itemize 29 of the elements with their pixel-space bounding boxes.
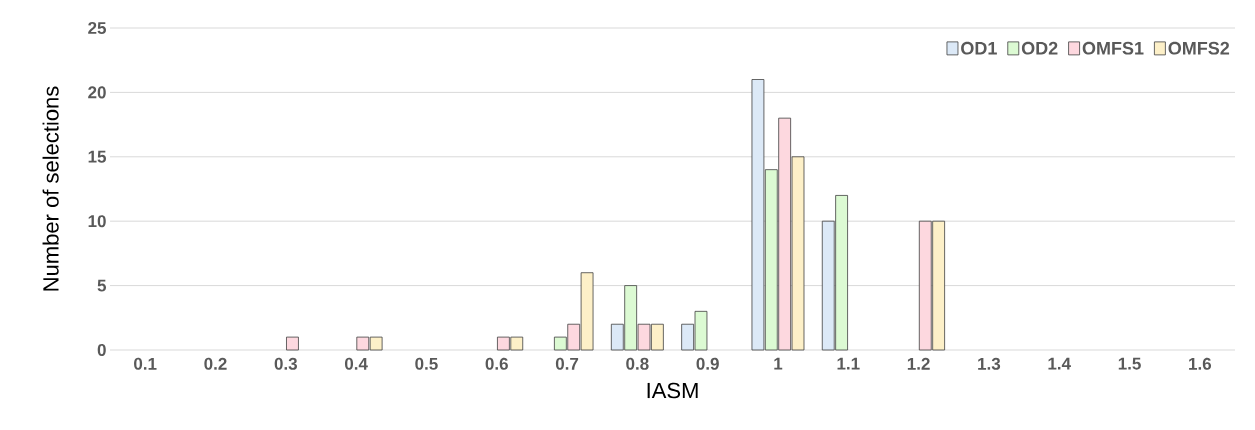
legend-label: OD1 bbox=[961, 41, 997, 55]
legend-label: OMFS1 bbox=[1082, 41, 1144, 55]
legend-label: OMFS2 bbox=[1168, 41, 1230, 55]
x-tick-label: 0.8 bbox=[626, 357, 649, 370]
x-tick-label: 1 bbox=[774, 357, 783, 370]
y-tick-label: 25 bbox=[88, 21, 107, 35]
x-tick-label: 0.9 bbox=[696, 357, 719, 370]
x-tick-label: 0.2 bbox=[204, 357, 227, 370]
x-tick-label: 1.3 bbox=[978, 357, 1001, 370]
y-tick-label: 15 bbox=[88, 150, 107, 163]
x-tick-label: 1.2 bbox=[907, 357, 930, 370]
y-tick-label: 0 bbox=[97, 343, 106, 357]
bar bbox=[286, 336, 299, 351]
legend-label: OD2 bbox=[1021, 41, 1058, 55]
y-tick-label: 20 bbox=[88, 86, 106, 99]
x-tick-label: 0.6 bbox=[485, 357, 508, 370]
x-tick-label: 1.5 bbox=[1118, 357, 1141, 370]
x-tick-label: 0.7 bbox=[555, 357, 579, 370]
x-tick-label: 1.4 bbox=[1048, 357, 1071, 370]
y-tick-label: 5 bbox=[97, 279, 107, 292]
x-tick-label: 0.3 bbox=[274, 357, 297, 370]
x-tick-label: 0.4 bbox=[344, 357, 368, 370]
x-tick-label: 1.6 bbox=[1189, 357, 1212, 370]
x-axis-title: IASM bbox=[647, 382, 698, 399]
x-tick-label: 0.1 bbox=[134, 357, 157, 370]
x-tick-label: 1.1 bbox=[837, 357, 860, 370]
x-tick-label: 0.5 bbox=[415, 357, 438, 370]
y-axis-title: Number of selections bbox=[42, 86, 59, 291]
y-tick-label: 10 bbox=[88, 215, 106, 228]
